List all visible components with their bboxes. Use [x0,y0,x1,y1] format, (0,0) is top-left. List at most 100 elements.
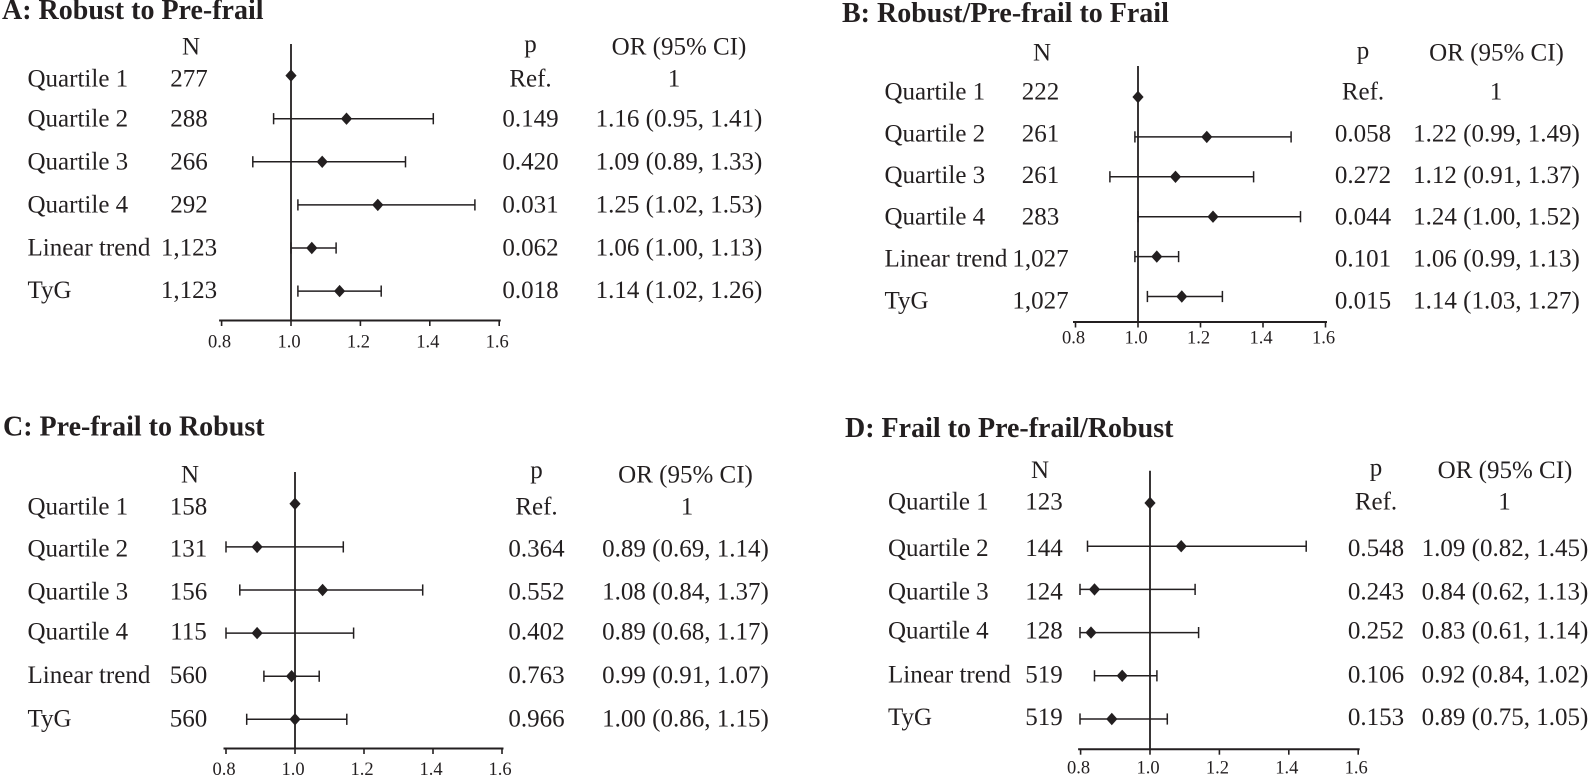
svg-text:0.84 (0.62, 1.13): 0.84 (0.62, 1.13) [1422,578,1589,605]
svg-text:1.6: 1.6 [1345,759,1368,777]
svg-text:0.243: 0.243 [1348,578,1404,605]
svg-text:N: N [182,34,200,61]
svg-text:1.2: 1.2 [350,760,373,777]
svg-text:0.8: 0.8 [212,760,235,777]
svg-text:C: Pre-frail to Robust: C: Pre-frail to Robust [3,412,265,443]
svg-text:1.08 (0.84, 1.37): 1.08 (0.84, 1.37) [602,578,769,605]
svg-text:1.09 (0.89, 1.33): 1.09 (0.89, 1.33) [596,148,763,175]
svg-text:0.402: 0.402 [508,619,564,646]
svg-text:266: 266 [170,148,208,175]
svg-text:1.0: 1.0 [281,760,304,777]
svg-text:1.2: 1.2 [347,333,370,353]
svg-text:131: 131 [170,536,208,563]
svg-text:0.364: 0.364 [508,536,565,563]
svg-text:p: p [1370,455,1383,482]
svg-text:Quartile 3: Quartile 3 [28,578,129,605]
svg-text:TyG: TyG [885,288,929,315]
svg-text:0.763: 0.763 [508,662,564,689]
svg-text:0.89 (0.69, 1.14): 0.89 (0.69, 1.14) [602,536,769,563]
svg-text:0.015: 0.015 [1335,288,1391,315]
svg-text:277: 277 [170,66,208,93]
svg-text:Quartile 4: Quartile 4 [28,619,129,646]
svg-text:1,027: 1,027 [1012,288,1068,315]
svg-text:1.2: 1.2 [1187,329,1210,349]
svg-text:0.044: 0.044 [1335,204,1392,231]
svg-text:1.14 (1.03, 1.27): 1.14 (1.03, 1.27) [1413,288,1580,315]
svg-text:0.552: 0.552 [508,578,564,605]
svg-text:Ref.: Ref. [1355,489,1397,516]
svg-text:0.99 (0.91, 1.07): 0.99 (0.91, 1.07) [602,662,769,689]
svg-text:1.4: 1.4 [1275,759,1298,777]
svg-text:1.2: 1.2 [1206,759,1229,777]
svg-text:222: 222 [1022,79,1060,106]
svg-text:Quartile 2: Quartile 2 [888,535,989,562]
svg-text:1.0: 1.0 [277,333,300,353]
svg-text:TyG: TyG [28,277,72,304]
svg-text:124: 124 [1025,578,1063,605]
svg-text:0.8: 0.8 [1062,329,1085,349]
svg-text:1: 1 [1498,489,1511,516]
svg-text:1.06 (1.00, 1.13): 1.06 (1.00, 1.13) [596,234,763,261]
svg-text:158: 158 [170,494,208,521]
svg-text:144: 144 [1025,535,1063,562]
svg-text:0.058: 0.058 [1335,121,1391,148]
svg-text:0.018: 0.018 [502,277,558,304]
svg-text:0.420: 0.420 [502,148,558,175]
svg-text:TyG: TyG [888,704,932,731]
svg-text:1.00 (0.86, 1.15): 1.00 (0.86, 1.15) [602,706,769,733]
svg-text:Quartile 1: Quartile 1 [28,494,129,521]
svg-text:Ref.: Ref. [509,66,551,93]
svg-text:1.4: 1.4 [1249,329,1272,349]
svg-text:Quartile 1: Quartile 1 [888,489,989,516]
svg-text:1.14 (1.02, 1.26): 1.14 (1.02, 1.26) [596,277,763,304]
svg-text:1: 1 [668,66,681,93]
svg-text:123: 123 [1025,489,1063,516]
svg-text:1.0: 1.0 [1136,759,1159,777]
svg-text:Quartile 3: Quartile 3 [888,578,989,605]
svg-text:1.6: 1.6 [1312,329,1335,349]
svg-text:N: N [1031,457,1049,484]
svg-text:1.24 (1.00, 1.52): 1.24 (1.00, 1.52) [1413,204,1580,231]
svg-text:0.149: 0.149 [502,106,558,133]
svg-text:0.8: 0.8 [1067,759,1090,777]
svg-text:Quartile 3: Quartile 3 [885,162,986,189]
svg-text:Linear trend: Linear trend [28,234,151,261]
svg-text:156: 156 [170,578,208,605]
svg-text:Quartile 1: Quartile 1 [885,79,986,106]
svg-text:519: 519 [1025,662,1063,689]
svg-text:A: Robust to Pre-frail: A: Robust to Pre-frail [2,0,264,26]
svg-text:Linear trend: Linear trend [888,662,1011,689]
svg-text:1: 1 [681,494,694,521]
svg-text:0.106: 0.106 [1348,662,1404,689]
svg-text:1.6: 1.6 [486,333,509,353]
svg-text:261: 261 [1022,162,1060,189]
svg-text:p: p [1357,38,1370,65]
svg-text:N: N [181,462,199,489]
svg-text:1,123: 1,123 [161,234,217,261]
svg-text:283: 283 [1022,204,1060,231]
svg-text:0.548: 0.548 [1348,535,1404,562]
svg-text:1.6: 1.6 [488,760,511,777]
svg-text:560: 560 [170,662,208,689]
svg-text:Ref.: Ref. [515,494,557,521]
svg-text:261: 261 [1022,121,1060,148]
svg-text:560: 560 [170,706,208,733]
svg-text:OR (95% CI): OR (95% CI) [618,462,753,489]
svg-text:0.966: 0.966 [508,706,564,733]
svg-text:1.4: 1.4 [416,333,439,353]
svg-text:Quartile 1: Quartile 1 [28,66,129,93]
svg-text:0.92 (0.84, 1.02): 0.92 (0.84, 1.02) [1422,662,1589,689]
svg-text:p: p [530,457,543,484]
svg-text:TyG: TyG [28,706,72,733]
svg-text:1.0: 1.0 [1124,329,1147,349]
svg-text:Quartile 3: Quartile 3 [28,148,129,175]
svg-text:115: 115 [170,619,207,646]
svg-text:0.031: 0.031 [502,191,558,218]
svg-text:B: Robust/Pre-frail to Frail: B: Robust/Pre-frail to Frail [842,0,1169,29]
svg-text:Linear trend: Linear trend [885,246,1008,273]
svg-text:OR (95% CI): OR (95% CI) [612,34,747,61]
svg-text:1.25 (1.02, 1.53): 1.25 (1.02, 1.53) [596,191,763,218]
svg-text:0.89 (0.75, 1.05): 0.89 (0.75, 1.05) [1422,704,1589,731]
svg-text:1,027: 1,027 [1012,246,1068,273]
svg-text:0.272: 0.272 [1335,162,1391,189]
